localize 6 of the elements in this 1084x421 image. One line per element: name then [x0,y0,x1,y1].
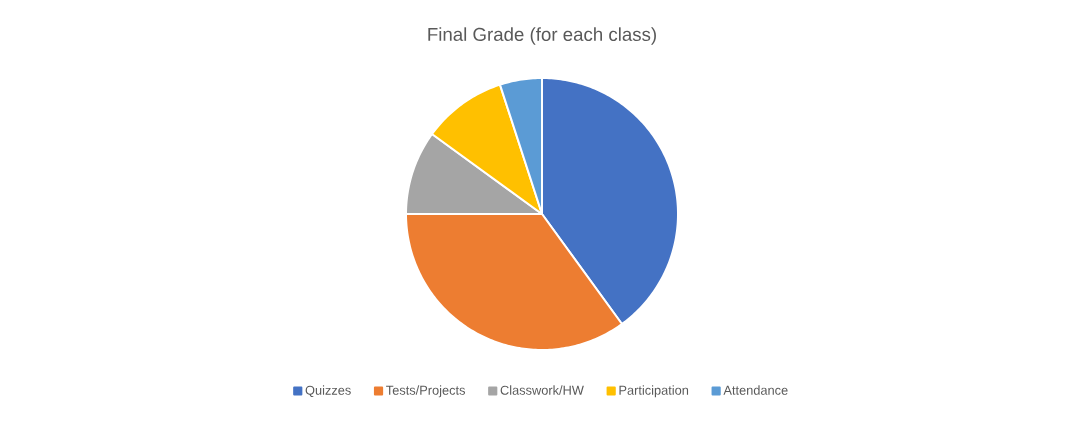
legend-label: Classwork/HW [500,385,584,395]
legend-label: Quizzes [305,385,351,398]
legend-label: Participation [619,385,689,398]
chart-title: Final Grade (for each class) [428,27,656,45]
legend-label: Tests/Projects [386,385,466,398]
legend-label: Attendance [723,385,788,395]
